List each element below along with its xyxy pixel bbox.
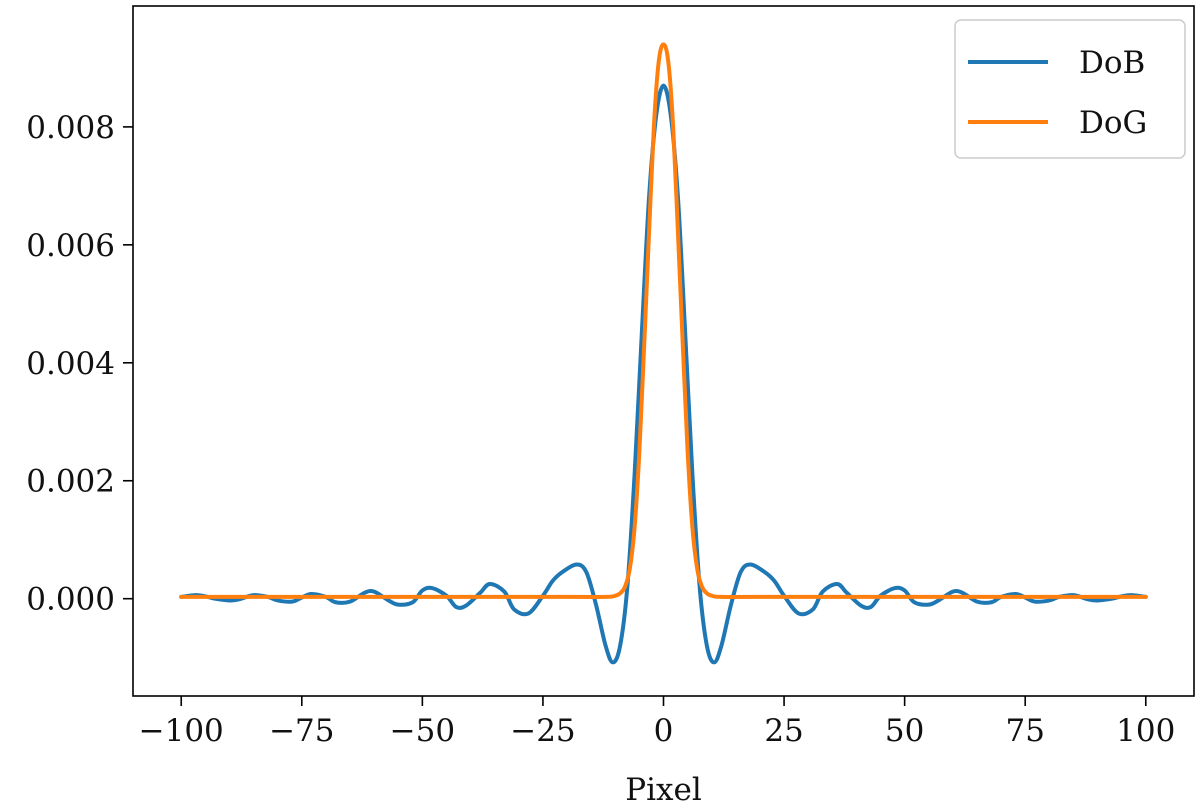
legend-label-dog: DoG — [1079, 105, 1147, 141]
y-tick-label: 0.000 — [26, 582, 115, 618]
x-tick-label: 50 — [885, 713, 924, 749]
legend: DoB DoG — [954, 19, 1186, 159]
y-tick-label: 0.008 — [26, 110, 115, 146]
x-tick-label: 100 — [1116, 713, 1175, 749]
x-tick-label: 0 — [654, 713, 674, 749]
y-tick-label: 0.004 — [26, 346, 115, 382]
x-tick-label: −100 — [139, 713, 224, 749]
y-axis: 0.000 0.002 0.004 0.006 0.008 — [26, 110, 133, 618]
x-tick-label: 25 — [764, 713, 803, 749]
y-tick-label: 0.002 — [26, 464, 115, 500]
legend-label-dob: DoB — [1079, 45, 1145, 81]
legend-box — [954, 19, 1186, 159]
x-axis: −100 −75 −50 −25 0 25 50 75 100 — [139, 696, 1175, 749]
x-tick-label: −75 — [269, 713, 334, 749]
series-line-dob — [179, 83, 1148, 665]
x-tick-label: 75 — [1005, 713, 1044, 749]
x-tick-label: −50 — [390, 713, 455, 749]
x-axis-title: Pixel — [625, 772, 702, 808]
x-tick-label: −25 — [510, 713, 575, 749]
series-line-dog — [179, 42, 1148, 600]
y-tick-label: 0.006 — [26, 228, 115, 264]
series-layer — [179, 42, 1148, 665]
